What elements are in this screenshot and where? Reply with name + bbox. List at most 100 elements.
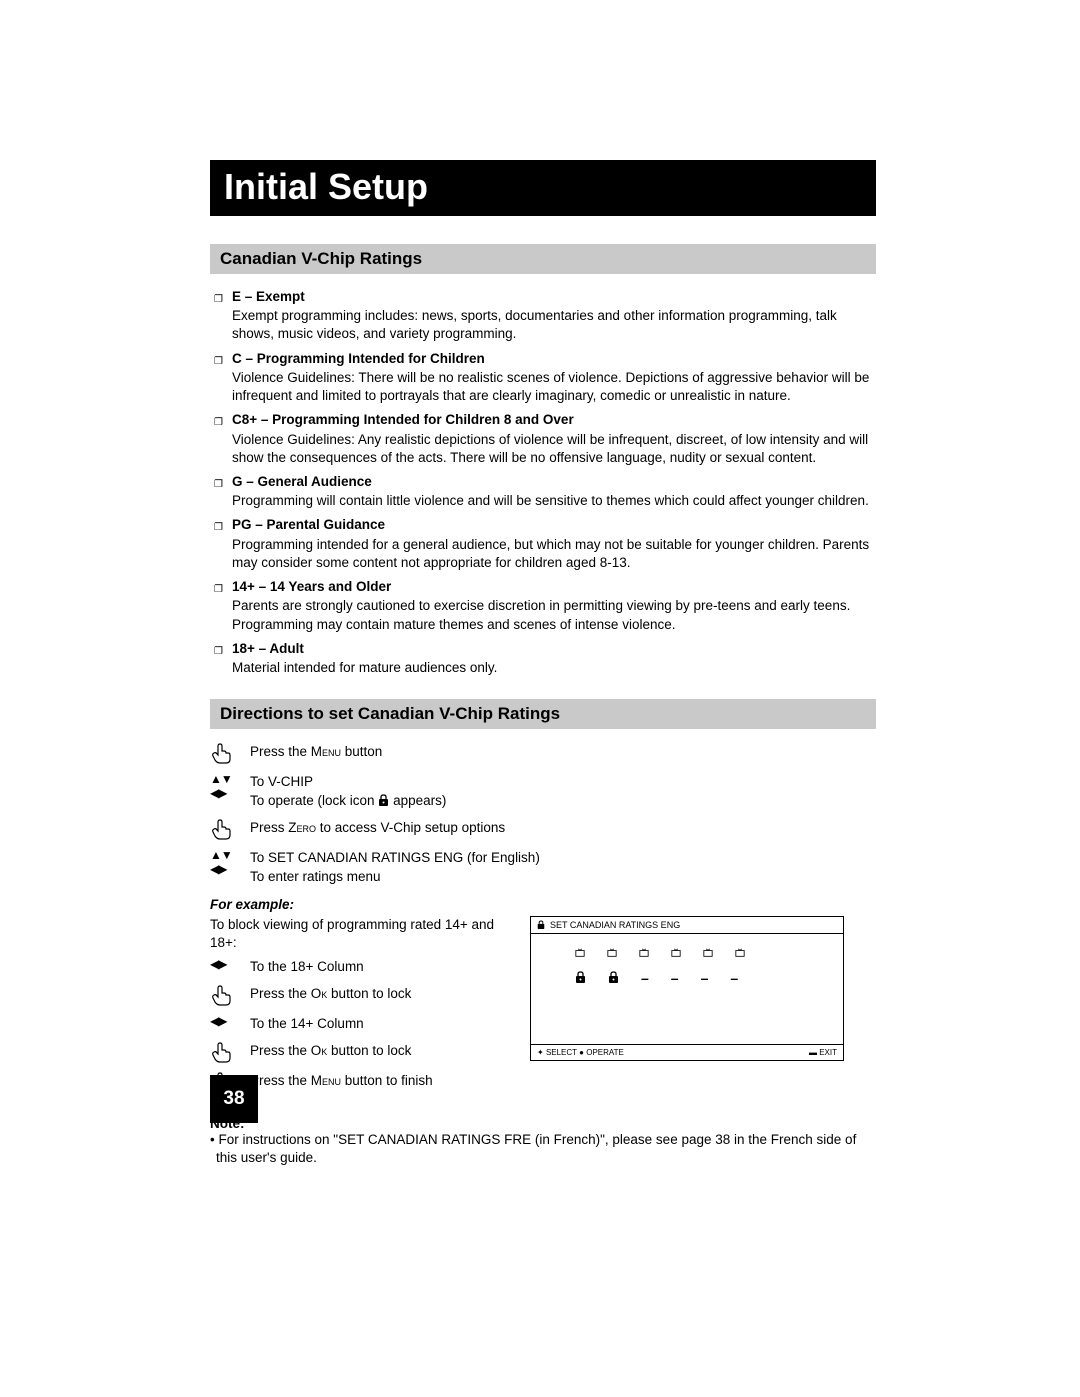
lock-icon xyxy=(575,971,586,984)
rating-title: 14+ – 14 Years and Older xyxy=(232,578,876,596)
rating-title: G – General Audience xyxy=(232,473,876,491)
step-text: appears) xyxy=(389,793,446,808)
step-text: To the 18+ Column xyxy=(250,958,510,977)
hand-press-icon xyxy=(210,1042,234,1064)
tv-icon xyxy=(735,948,745,958)
checkbox-icon xyxy=(214,640,232,677)
lock-icon xyxy=(378,794,389,807)
lock-icon xyxy=(537,920,545,930)
step-text: button to lock xyxy=(327,986,411,1001)
hand-press-icon xyxy=(210,985,234,1007)
rating-item: C8+ – Programming Intended for Children … xyxy=(214,411,876,467)
checkbox-icon xyxy=(214,288,232,344)
footer-operate: OPERATE xyxy=(586,1048,624,1057)
step-text: Press the xyxy=(250,744,311,759)
screen-title-bar: SET CANADIAN RATINGS ENG xyxy=(531,917,843,934)
step-text: To the 14+ Column xyxy=(250,1015,510,1034)
checkbox-icon xyxy=(214,578,232,634)
checkbox-icon xyxy=(214,516,232,572)
direction-step: Press Zero to access V-Chip setup option… xyxy=(210,819,876,841)
direction-step: Press the Ok button to lock xyxy=(210,985,510,1007)
step-text: Press the xyxy=(250,1073,311,1088)
page-number: 38 xyxy=(210,1075,258,1123)
directions-block: Press the Menu button ▲▼ ◀▶ To V-CHIP To… xyxy=(210,743,876,1167)
dash-icon: – xyxy=(730,970,738,986)
button-name: Ok xyxy=(311,986,328,1001)
note-label: Note: xyxy=(210,1116,876,1131)
hand-press-icon xyxy=(210,819,234,841)
rating-desc: Exempt programming includes: news, sport… xyxy=(232,307,876,343)
tv-icon xyxy=(607,948,617,958)
screen-title: SET CANADIAN RATINGS ENG xyxy=(550,920,680,930)
direction-step: Press the Menu button xyxy=(210,743,876,765)
rating-desc: Programming will contain little violence… xyxy=(232,492,876,510)
lock-icon xyxy=(608,971,619,984)
rating-item: PG – Parental Guidance Programming inten… xyxy=(214,516,876,572)
checkbox-icon xyxy=(214,411,232,467)
dash-icon: – xyxy=(641,970,649,986)
rating-title: E – Exempt xyxy=(232,288,876,306)
direction-step: ◀▶ To the 18+ Column xyxy=(210,958,510,977)
tv-icon xyxy=(703,948,713,958)
rating-desc: Violence Guidelines: Any realistic depic… xyxy=(232,431,876,467)
step-text: To enter ratings menu xyxy=(250,868,876,887)
rating-item: 14+ – 14 Years and Older Parents are str… xyxy=(214,578,876,634)
tv-icon xyxy=(671,948,681,958)
footer-select: SELECT xyxy=(546,1048,577,1057)
direction-step: Press the Ok button to lock xyxy=(210,1042,510,1064)
step-text: Press the xyxy=(250,986,311,1001)
dash-icon: – xyxy=(671,970,679,986)
direction-step: ◀▶ To the 14+ Column xyxy=(210,1015,510,1034)
button-name: Menu xyxy=(311,1073,341,1088)
screen-footer: ✦ SELECT ● OPERATE ▬ EXIT xyxy=(531,1044,843,1060)
rating-item: C – Programming Intended for Children Vi… xyxy=(214,350,876,406)
tv-icon-row xyxy=(551,948,823,958)
checkbox-icon xyxy=(214,473,232,510)
step-text: To SET CANADIAN RATINGS ENG (for English… xyxy=(250,849,876,868)
button-name: Ok xyxy=(311,1043,328,1058)
rating-desc: Violence Guidelines: There will be no re… xyxy=(232,369,876,405)
rating-item: G – General Audience Programming will co… xyxy=(214,473,876,510)
step-text: button xyxy=(341,744,382,759)
nav-leftright-icon: ◀▶ xyxy=(210,787,226,799)
note-text: • For instructions on "SET CANADIAN RATI… xyxy=(210,1131,876,1167)
rating-title: C8+ – Programming Intended for Children … xyxy=(232,411,876,429)
page-title: Initial Setup xyxy=(210,160,876,216)
rating-desc: Parents are strongly cautioned to exerci… xyxy=(232,597,876,633)
step-text: To V-CHIP xyxy=(250,773,876,792)
checkbox-icon xyxy=(214,350,232,406)
tv-screen-mockup: SET CANADIAN RATINGS ENG – – – – xyxy=(530,916,844,1061)
nav-leftright-icon: ◀▶ xyxy=(210,958,226,970)
section-header-directions: Directions to set Canadian V-Chip Rating… xyxy=(210,699,876,729)
nav-leftright-icon: ◀▶ xyxy=(210,863,226,875)
step-text: button to lock xyxy=(327,1043,411,1058)
nav-cross-icon: ✦ xyxy=(537,1048,544,1057)
rating-title: C – Programming Intended for Children xyxy=(232,350,876,368)
hand-press-icon xyxy=(210,743,234,765)
nav-updown-icon: ▲▼ xyxy=(210,849,232,861)
button-name: Zero xyxy=(288,820,316,835)
rating-title: 18+ – Adult xyxy=(232,640,876,658)
step-text: To operate (lock icon xyxy=(250,793,378,808)
rating-title: PG – Parental Guidance xyxy=(232,516,876,534)
step-text: Press xyxy=(250,820,288,835)
direction-step: ▲▼ ◀▶ To V-CHIP To operate (lock icon ap… xyxy=(210,773,876,811)
lock-status-row: –––– xyxy=(551,970,823,986)
tv-icon xyxy=(575,948,585,958)
for-example-label: For example: xyxy=(210,897,876,912)
step-text: to access V-Chip setup options xyxy=(316,820,505,835)
button-name: Menu xyxy=(311,744,341,759)
nav-updown-icon: ▲▼ xyxy=(210,773,232,785)
menu-bar-icon: ▬ xyxy=(809,1048,817,1057)
direction-step: ▲▼ ◀▶ To SET CANADIAN RATINGS ENG (for E… xyxy=(210,849,876,887)
ratings-list: E – Exempt Exempt programming includes: … xyxy=(210,288,876,677)
rating-item: 18+ – Adult Material intended for mature… xyxy=(214,640,876,677)
rating-desc: Material intended for mature audiences o… xyxy=(232,659,876,677)
step-text: button to finish xyxy=(341,1073,433,1088)
screen-body: –––– xyxy=(531,934,843,1044)
rating-item: E – Exempt Exempt programming includes: … xyxy=(214,288,876,344)
footer-exit: EXIT xyxy=(819,1048,837,1057)
example-intro: To block viewing of programming rated 14… xyxy=(210,916,510,952)
nav-leftright-icon: ◀▶ xyxy=(210,1015,226,1027)
dash-icon: – xyxy=(701,970,709,986)
